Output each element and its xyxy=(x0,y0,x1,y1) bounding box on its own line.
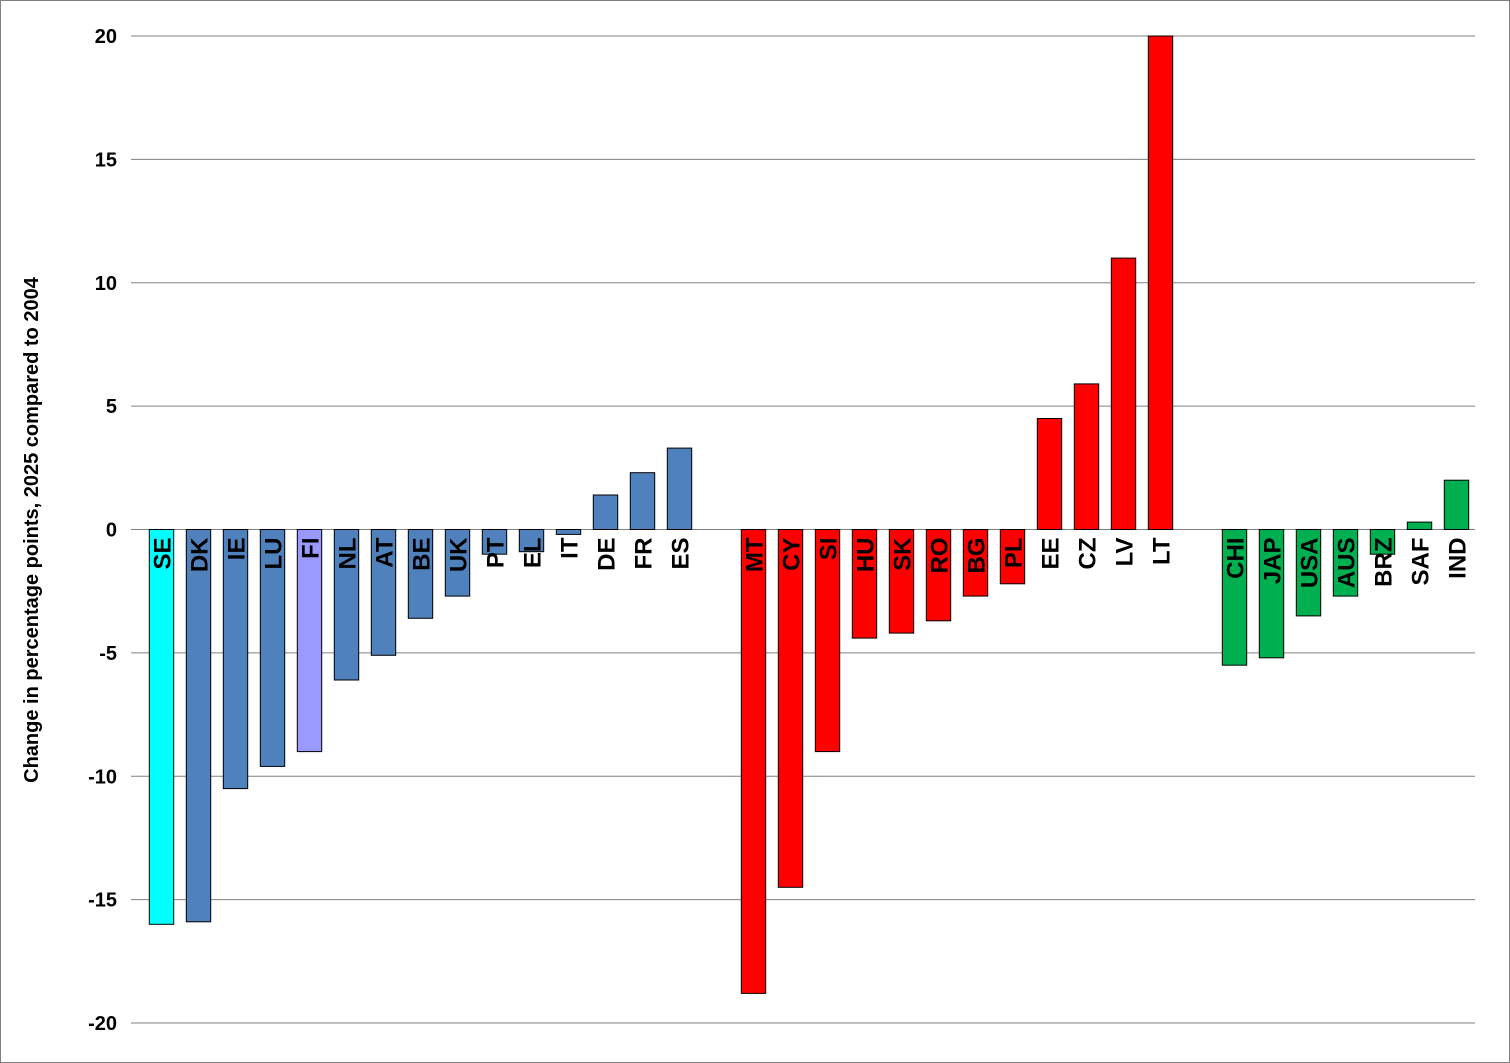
category-label-it: IT xyxy=(557,537,584,559)
bar-brz xyxy=(1369,529,1396,555)
category-label-jap: JAP xyxy=(1260,538,1287,585)
bar-uk xyxy=(444,529,471,597)
bar-el xyxy=(518,529,545,553)
category-label-lv: LV xyxy=(1112,538,1139,567)
category-label-el: EL xyxy=(520,538,547,569)
category-label-ie: IE xyxy=(224,538,251,561)
category-label-fr: FR xyxy=(631,538,658,570)
bar-be xyxy=(407,529,434,619)
bar-cz xyxy=(1073,383,1100,530)
category-label-hu: HU xyxy=(853,538,880,573)
bar-chi xyxy=(1221,529,1248,666)
category-label-es: ES xyxy=(668,538,695,570)
category-label-saf: SAF xyxy=(1408,538,1435,586)
bar-de xyxy=(592,494,619,530)
y-tick-label: 5 xyxy=(106,396,117,418)
y-tick-label: 15 xyxy=(95,149,117,171)
bar-ee xyxy=(1036,418,1063,530)
category-label-chi: CHI xyxy=(1223,538,1250,579)
bar-it xyxy=(555,529,582,535)
category-label-mt: MT xyxy=(742,537,769,572)
category-label-pt: PT xyxy=(483,537,510,568)
bar-pt xyxy=(481,529,508,555)
bar-hu xyxy=(851,529,878,639)
bar-aus xyxy=(1332,529,1359,597)
category-label-lt: LT xyxy=(1149,537,1176,565)
category-label-ee: EE xyxy=(1038,538,1065,570)
category-label-ro: RO xyxy=(927,538,954,574)
bar-usa xyxy=(1295,529,1322,617)
bar-es xyxy=(666,447,693,531)
category-label-brz: BRZ xyxy=(1371,538,1398,587)
y-axis-ticks: 20 15 10 5 0 -5 -10 -15 -20 xyxy=(88,26,117,1035)
category-label-cz: CZ xyxy=(1075,538,1102,570)
bar-saf xyxy=(1406,521,1433,530)
bar-lv xyxy=(1110,257,1137,530)
bar-ie xyxy=(222,529,249,790)
y-tick-label: 20 xyxy=(95,26,117,48)
y-tick-label: 10 xyxy=(95,273,117,295)
bar-se xyxy=(148,529,175,925)
category-label-fi: FI xyxy=(298,538,325,559)
y-tick-label: -20 xyxy=(88,1013,117,1035)
category-label-dk: DK xyxy=(187,537,214,572)
category-label-nl: NL xyxy=(335,538,362,570)
bar-fi xyxy=(296,529,323,753)
bars xyxy=(148,35,1470,994)
bar-fr xyxy=(629,472,656,531)
category-label-uk: UK xyxy=(446,537,473,572)
category-label-pl: PL xyxy=(1001,538,1028,569)
bar-pl xyxy=(999,529,1026,585)
bar-lu xyxy=(259,529,286,767)
bar-sk xyxy=(888,529,915,634)
category-label-de: DE xyxy=(594,538,621,571)
category-labels: SE DK IE LU FI NL AT BE UK PT EL IT DE FR ES MT CY SI HU SK… xyxy=(150,537,1472,588)
bar-at xyxy=(370,529,397,656)
bar-bg xyxy=(962,529,989,597)
y-tick-label: -15 xyxy=(88,890,117,912)
bar-mt xyxy=(740,529,767,994)
category-label-se: SE xyxy=(150,538,177,570)
category-label-usa: USA xyxy=(1297,538,1324,589)
bar-cy xyxy=(777,529,804,888)
category-label-lu: LU xyxy=(261,538,288,570)
category-label-aus: AUS xyxy=(1334,538,1361,589)
bar-ind xyxy=(1443,479,1470,531)
category-label-cy: CY xyxy=(779,538,806,571)
bar-si xyxy=(814,529,841,753)
category-label-be: BE xyxy=(409,538,436,571)
category-label-at: AT xyxy=(372,537,399,568)
category-label-sk: SK xyxy=(890,537,917,571)
bar-dk xyxy=(185,529,212,923)
category-label-bg: BG xyxy=(964,538,991,574)
y-tick-label: -10 xyxy=(88,766,117,788)
category-label-ind: IND xyxy=(1445,538,1472,579)
y-tick-label: -5 xyxy=(99,643,117,665)
category-label-si: SI xyxy=(816,538,843,561)
bar-ro xyxy=(925,529,952,622)
bar-lt xyxy=(1147,35,1174,530)
bar-nl xyxy=(333,529,360,681)
bar-jap xyxy=(1258,529,1285,659)
y-tick-label: 0 xyxy=(106,520,117,542)
y-axis-title: Change in percentage points, 2025 compar… xyxy=(21,276,43,783)
